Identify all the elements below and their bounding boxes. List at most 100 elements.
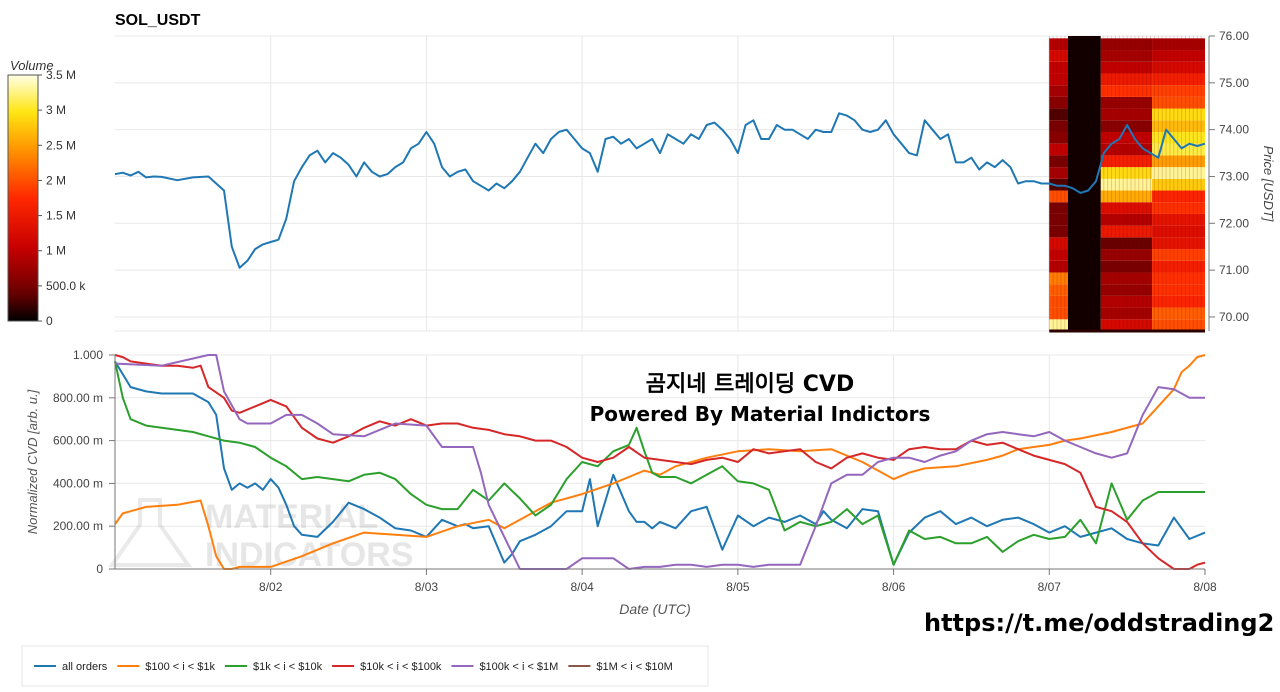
price-tick-label: 72.00	[1219, 216, 1249, 230]
cvd-y-tick-label: 600.00 m	[53, 434, 103, 448]
heatmap-cell	[1152, 260, 1205, 273]
heatmap-cell	[1152, 225, 1205, 238]
price-tick-label: 73.00	[1219, 169, 1249, 183]
colorbar-tick-label: 500.0 k	[46, 279, 86, 293]
price-tick-label: 70.00	[1219, 310, 1249, 324]
price-tick-label: 71.00	[1219, 263, 1249, 277]
cvd-line-1	[114, 354, 1206, 570]
cvd-x-tick-label: 8/06	[882, 580, 906, 594]
heatmap-cell	[1152, 108, 1205, 121]
cvd-y-tick-label: 1.000	[73, 348, 103, 362]
price-axis-label: Price [USDT]	[1261, 146, 1276, 222]
heatmap-cell	[1100, 295, 1153, 308]
colorbar-tick-label: 1.5 M	[46, 209, 76, 223]
colorbar	[7, 74, 39, 322]
heatmap-cell	[1152, 190, 1205, 203]
chart-title: SOL_USDT	[115, 12, 201, 29]
heatmap-cell	[1100, 178, 1153, 191]
cvd-line-2	[114, 361, 1205, 566]
heatmap-cell	[1152, 96, 1205, 109]
overlay-title: 곰지네 트레이딩 CVD	[645, 372, 855, 397]
cvd-x-tick-label: 8/04	[570, 580, 594, 594]
price-tick-label: 75.00	[1219, 76, 1249, 90]
heatmap-cell	[1100, 61, 1153, 74]
price-tick-label: 74.00	[1219, 123, 1249, 137]
heatmap-cell	[1100, 213, 1153, 226]
heatmap-cell	[1100, 319, 1153, 331]
price-line	[114, 112, 1206, 269]
heatmap-cell	[1152, 50, 1205, 62]
legend-label-3: $10k < i < $100k	[360, 661, 442, 673]
cvd-x-tick-label: 8/08	[1193, 580, 1217, 594]
cvd-line-3	[114, 354, 1206, 570]
heatmap-cell	[1100, 237, 1153, 250]
colorbar-tick-label: 2.5 M	[46, 138, 76, 152]
heatmap-cell	[1100, 85, 1153, 97]
legend-label-2: $1k < i < $10k	[253, 661, 323, 673]
heatmap-cell	[1100, 249, 1153, 261]
heatmap-cell	[1152, 295, 1205, 308]
heatmap-cell	[1152, 120, 1205, 132]
heatmap-gap	[1067, 36, 1101, 331]
cvd-line-0	[114, 360, 1206, 566]
heatmap-cell	[1100, 307, 1153, 320]
heatmap-cell	[1100, 108, 1153, 121]
cvd-y-tick-label: 800.00 m	[53, 391, 103, 405]
heatmap-cell	[1152, 38, 1205, 51]
heatmap-cell	[1100, 202, 1153, 214]
heatmap-cell	[1152, 202, 1205, 214]
colorbar-tick-label: 3.5 M	[46, 68, 76, 82]
watermark-flask-icon	[108, 498, 192, 567]
cvd-y-tick-label: 0	[96, 562, 103, 576]
heatmap-cell	[1100, 73, 1153, 86]
overlay-subtitle: Powered By Material Indictors	[589, 402, 931, 426]
cvd-y-tick-label: 200.00 m	[53, 519, 103, 533]
legend-label-0: all orders	[62, 661, 108, 673]
heatmap-cell	[1152, 237, 1205, 250]
heatmap-cell	[1100, 167, 1153, 179]
heatmap-cell	[1100, 272, 1153, 285]
colorbar-tick-label: 0	[46, 314, 53, 328]
heatmap-cell	[1152, 155, 1205, 168]
colorbar-tick-label: 3 M	[46, 103, 66, 117]
cvd-line-4	[114, 354, 1205, 570]
heatmap-cell	[1152, 61, 1205, 74]
heatmap-cell	[1152, 178, 1205, 191]
heatmap-cell	[1100, 225, 1153, 238]
heatmap-cell	[1152, 213, 1205, 226]
cvd-x-tick-label: 8/05	[726, 580, 750, 594]
heatmap-cell	[1152, 272, 1205, 285]
heatmap-cell	[1100, 143, 1153, 156]
colorbar-tick-label: 1 M	[46, 244, 66, 258]
heatmap-cell	[1100, 284, 1153, 296]
cvd-y-tick-label: 400.00 m	[53, 476, 103, 490]
heatmap-cell	[1100, 96, 1153, 109]
heatmap-cell	[1152, 143, 1205, 156]
cvd-x-tick-label: 8/07	[1038, 580, 1062, 594]
legend-label-5: $1M < i < $10M	[596, 661, 672, 673]
heatmap-cell	[1152, 131, 1205, 144]
telegram-link[interactable]: https://t.me/oddstrading2	[924, 609, 1275, 637]
legend-label-4: $100k < i < $1M	[479, 661, 558, 673]
cvd-x-tick-label: 8/02	[259, 580, 283, 594]
heatmap-cell	[1152, 249, 1205, 261]
heatmap-cell	[1152, 167, 1205, 179]
heatmap-cell	[1100, 155, 1153, 168]
heatmap-cell	[1100, 131, 1153, 144]
cvd-x-tick-label: 8/03	[415, 580, 439, 594]
colorbar-title: Volume	[10, 58, 54, 73]
price-tick-label: 76.00	[1219, 29, 1249, 43]
colorbar-tick-label: 2 M	[46, 173, 66, 187]
cvd-y-axis-label: Normalized CVD [arb. u.]	[25, 389, 40, 534]
heatmap-cell	[1152, 284, 1205, 296]
heatmap-cell	[1152, 73, 1205, 86]
heatmap-cell	[1100, 190, 1153, 203]
heatmap-cell	[1152, 307, 1205, 320]
cvd-x-axis-label: Date (UTC)	[619, 601, 691, 617]
legend-label-1: $100 < i < $1k	[145, 661, 215, 673]
heatmap-cell	[1100, 260, 1153, 273]
heatmap-cell	[1100, 50, 1153, 62]
